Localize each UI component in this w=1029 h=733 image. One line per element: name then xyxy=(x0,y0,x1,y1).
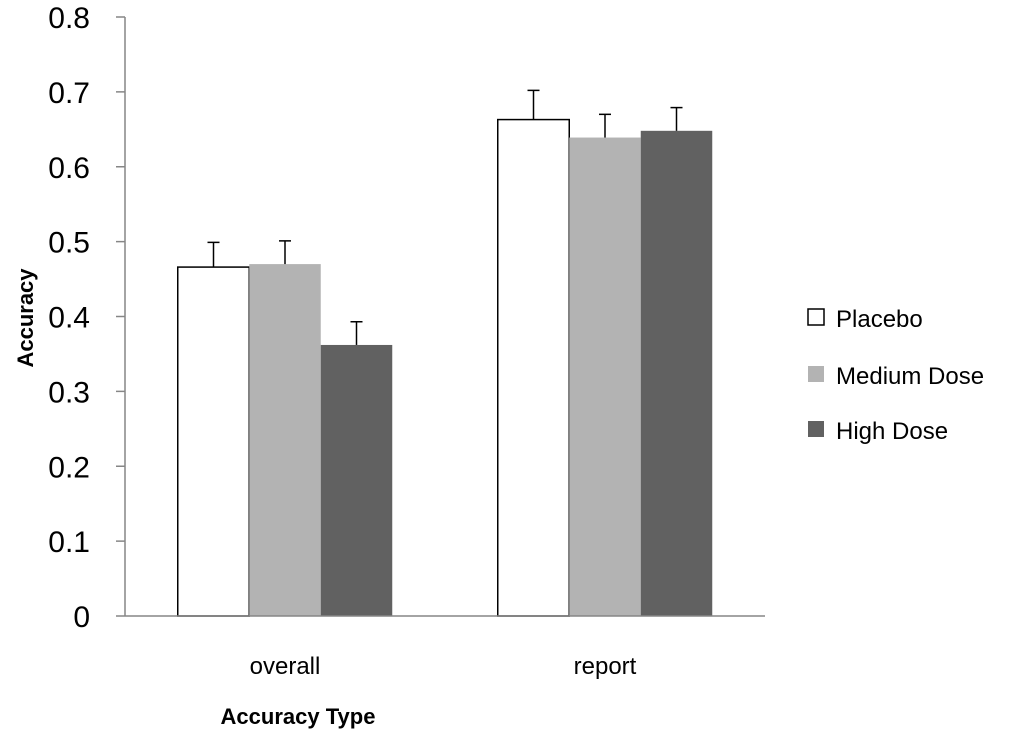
legend-swatch xyxy=(808,366,824,382)
legend-label: High Dose xyxy=(836,418,948,445)
y-tick-label: 0.7 xyxy=(48,77,90,110)
bar-placebo-overall xyxy=(177,266,250,617)
y-axis-ticks: 0 0.1 0.2 0.3 0.4 0.5 0.6 0.7 0.8 xyxy=(48,2,125,634)
legend-label: Medium Dose xyxy=(836,363,984,390)
x-tick-label: overall xyxy=(250,653,321,680)
y-tick-label: 0.8 xyxy=(48,2,90,35)
bar-medium-dose-overall xyxy=(249,264,321,616)
y-tick-label: 0.5 xyxy=(48,227,90,260)
x-tick-label: report xyxy=(574,653,637,680)
y-tick-label: 0.4 xyxy=(48,302,90,335)
y-tick-label: 0.3 xyxy=(48,376,90,409)
bar-high-dose-overall xyxy=(320,344,393,616)
y-tick-label: 0 xyxy=(73,601,90,634)
y-axis-title: Accuracy xyxy=(13,268,38,368)
y-tick-label: 0.2 xyxy=(48,451,90,484)
y-tick-label: 0.6 xyxy=(48,152,90,185)
legend-swatch xyxy=(808,421,824,437)
bars xyxy=(177,118,713,617)
legend-swatch xyxy=(807,308,825,326)
bar-placebo-report xyxy=(497,118,570,617)
bar-high-dose-report xyxy=(640,130,713,616)
error-bars xyxy=(207,89,683,345)
legend: Placebo Medium Dose High Dose xyxy=(807,306,984,445)
category-labels: overall report xyxy=(250,653,637,680)
bar-medium-dose-report xyxy=(569,137,641,616)
legend-label: Placebo xyxy=(836,306,923,333)
x-axis-title: Accuracy Type xyxy=(221,704,376,729)
y-tick-label: 0.1 xyxy=(48,526,90,559)
